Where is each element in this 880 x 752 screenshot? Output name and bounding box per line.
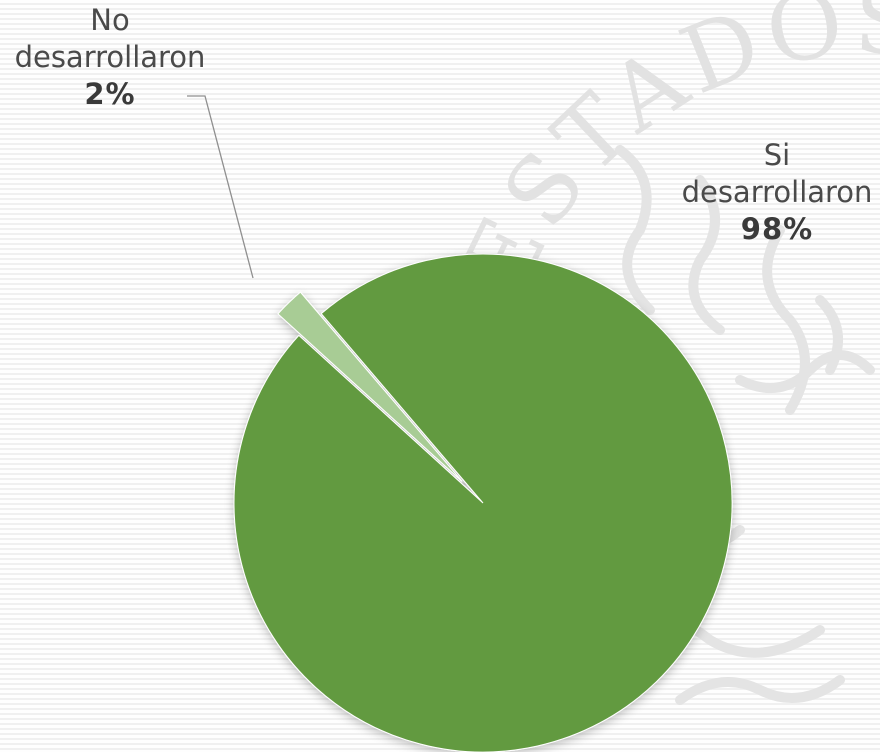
pie-slice-no-desarrollaron xyxy=(277,291,463,482)
label-si-percent: 98% xyxy=(740,212,814,246)
leader-line-no-desarrollaron xyxy=(187,95,254,279)
label-si-line2: desarrollaron xyxy=(681,175,873,209)
label-no-percent: 2% xyxy=(84,77,136,111)
data-label-no-desarrollaron: No desarrollaron 2% xyxy=(0,2,220,113)
label-si-line1: Si xyxy=(763,138,791,172)
label-no-line1: No xyxy=(90,3,130,37)
label-no-line2: desarrollaron xyxy=(14,40,206,74)
data-label-si-desarrollaron: Si desarrollaron 98% xyxy=(674,137,880,248)
pie-slice-si-desarrollaron xyxy=(233,253,733,752)
